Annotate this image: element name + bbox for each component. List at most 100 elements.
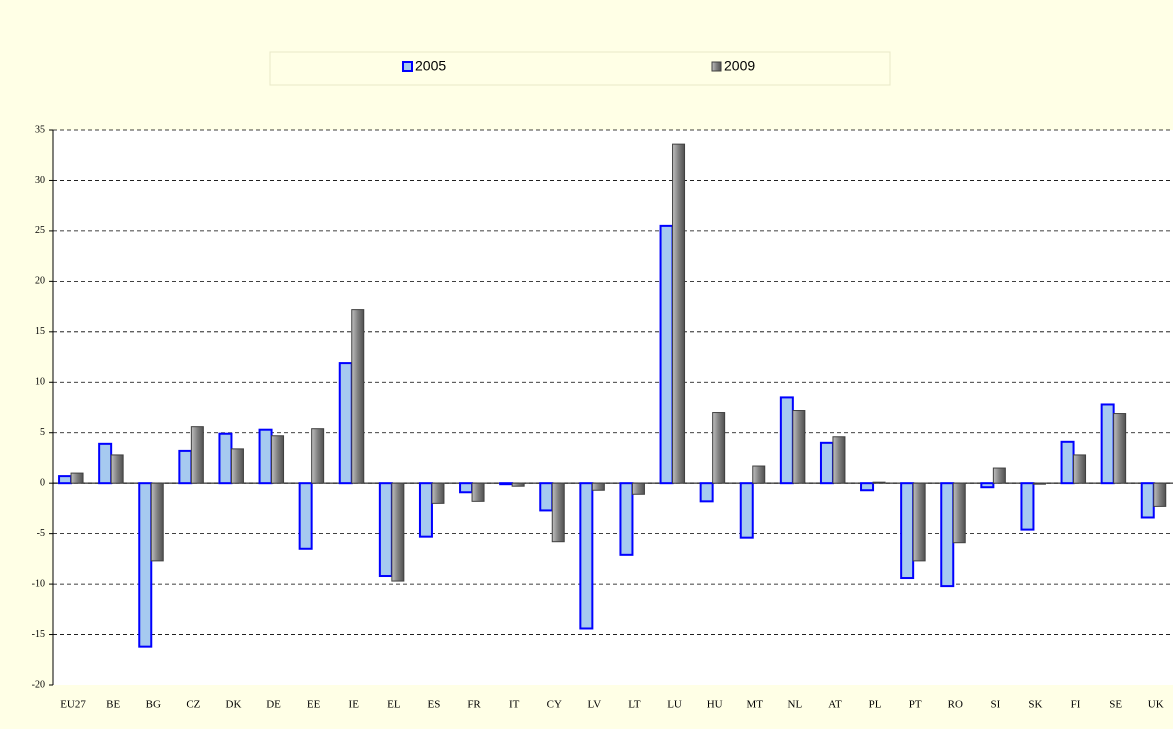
bar	[311, 428, 325, 484]
x-tick-label: SK	[1028, 699, 1042, 711]
bar	[1140, 482, 1155, 519]
bar	[70, 472, 84, 484]
y-tick-label: 5	[40, 427, 45, 438]
bar	[218, 432, 233, 485]
bar	[98, 442, 113, 485]
legend-marker	[711, 61, 722, 72]
bar	[712, 412, 726, 484]
x-tick-label: UK	[1148, 699, 1164, 711]
bar	[391, 482, 405, 582]
bar	[1113, 413, 1127, 484]
bar	[431, 482, 445, 504]
x-tick-label: LV	[588, 699, 602, 711]
bar	[819, 441, 834, 485]
x-tick-label: IT	[509, 699, 520, 711]
bar	[739, 482, 754, 539]
x-tick-label: RO	[948, 699, 963, 711]
x-tick-label: IE	[349, 699, 360, 711]
y-tick-label: 10	[35, 377, 45, 388]
x-tick-label: EL	[387, 699, 401, 711]
legend-label: 2009	[724, 58, 755, 74]
bar	[511, 482, 525, 487]
x-tick-label: DE	[266, 699, 281, 711]
x-tick-label: BE	[106, 699, 120, 711]
bar	[190, 426, 204, 484]
bar	[539, 482, 554, 512]
y-tick-label: 0	[40, 477, 45, 488]
bar	[471, 482, 485, 502]
bar	[110, 454, 124, 484]
x-tick-label: EU27	[60, 699, 86, 711]
bar	[940, 482, 955, 588]
legend-marker	[402, 61, 413, 72]
bar	[1032, 482, 1046, 485]
bar	[1073, 454, 1087, 484]
bar	[952, 482, 966, 544]
x-tick-label: PT	[909, 699, 922, 711]
bar	[992, 467, 1006, 484]
y-tick-label: -15	[32, 629, 45, 640]
x-tick-label: SE	[1109, 699, 1122, 711]
legend-box	[269, 51, 891, 86]
bar	[150, 482, 164, 562]
bar	[1020, 482, 1035, 531]
y-tick-label: -20	[32, 679, 45, 690]
x-tick-label: CZ	[186, 699, 200, 711]
x-tick-label: CY	[547, 699, 562, 711]
bar	[659, 224, 674, 485]
x-tick-label: PL	[869, 699, 882, 711]
bar	[1153, 482, 1167, 507]
y-tick-label: 35	[35, 124, 45, 135]
x-tick-label: BG	[146, 699, 161, 711]
bar	[258, 428, 273, 485]
bar	[579, 482, 594, 630]
bar	[672, 143, 686, 484]
bar	[1100, 403, 1115, 485]
legend-label: 2005	[415, 58, 446, 74]
bar	[912, 482, 926, 562]
x-tick-label: FR	[467, 699, 481, 711]
bar	[792, 410, 806, 484]
bar	[699, 482, 714, 503]
bar	[230, 448, 244, 484]
bar	[752, 465, 766, 484]
bar	[619, 482, 634, 556]
y-tick-label: 20	[35, 276, 45, 287]
bar	[872, 481, 886, 484]
x-tick-label: HU	[707, 699, 723, 711]
y-tick-label: 25	[35, 225, 45, 236]
bar	[178, 449, 193, 485]
y-tick-label: -10	[32, 578, 45, 589]
x-tick-label: FI	[1071, 699, 1081, 711]
x-tick-label: ES	[428, 699, 441, 711]
bar	[1060, 440, 1075, 485]
bar	[631, 482, 645, 495]
bar	[351, 309, 365, 484]
bar	[418, 482, 433, 538]
y-tick-label: 30	[35, 175, 45, 186]
x-tick-label: AT	[828, 699, 842, 711]
bar	[980, 482, 995, 489]
bar	[378, 482, 393, 578]
bar	[271, 435, 285, 484]
bar	[459, 482, 474, 494]
bar	[779, 396, 794, 485]
plot-area	[53, 130, 1173, 685]
bar	[900, 482, 915, 580]
x-tick-label: NL	[788, 699, 803, 711]
x-tick-label: MT	[747, 699, 764, 711]
x-tick-label: LU	[667, 699, 682, 711]
bar	[832, 436, 846, 484]
x-tick-label: SI	[990, 699, 1000, 711]
bar	[551, 482, 565, 543]
x-tick-label: DK	[226, 699, 242, 711]
bar	[860, 482, 875, 492]
bar	[138, 482, 153, 648]
bar	[499, 482, 514, 486]
bar	[298, 482, 313, 550]
bar	[591, 482, 605, 491]
x-tick-label: EE	[307, 699, 321, 711]
bar	[58, 475, 73, 485]
y-tick-label: 15	[35, 326, 45, 337]
